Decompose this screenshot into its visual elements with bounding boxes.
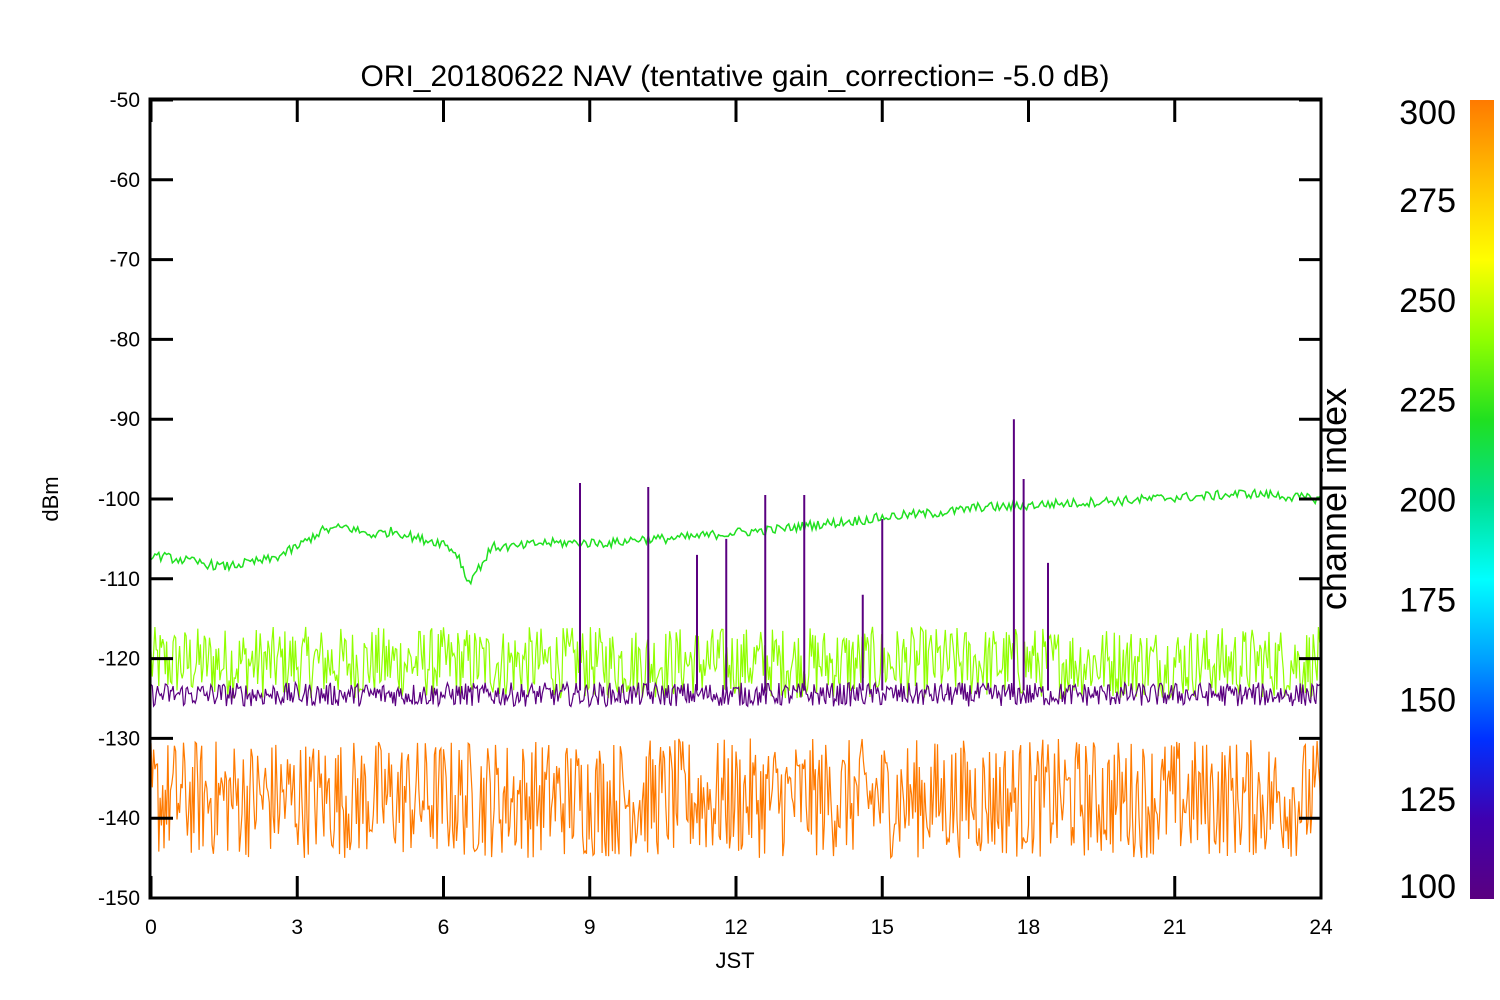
series-channel-245 bbox=[151, 487, 1321, 586]
y-tick-labels: -50 -60 -70 -80 -90 -100 -110 -120 -130 -140 -150 bbox=[98, 89, 140, 910]
y-tick-label: -130 bbox=[98, 727, 140, 750]
x-tick-label: 9 bbox=[584, 916, 596, 939]
colorbar-tick-label: 250 bbox=[1399, 282, 1456, 320]
y-axis-label: dBm bbox=[38, 476, 63, 521]
y-tick-label: -140 bbox=[98, 807, 140, 830]
x-tick-label: 15 bbox=[871, 916, 894, 939]
colorbar-tick-label: 275 bbox=[1399, 182, 1456, 220]
colorbar-tick-label: 300 bbox=[1399, 94, 1456, 132]
y-tick-label: -110 bbox=[100, 568, 140, 591]
y-tick-label: -120 bbox=[98, 648, 140, 671]
y-tick-label: -50 bbox=[110, 89, 140, 112]
x-tick-label: 12 bbox=[724, 916, 747, 939]
y-tick-label: -100 bbox=[98, 488, 140, 511]
x-tick-label: 21 bbox=[1163, 916, 1186, 939]
colorbar-tick-label: 125 bbox=[1399, 781, 1456, 819]
plot-area bbox=[151, 419, 1321, 860]
colorbar-tick-label: 225 bbox=[1399, 382, 1456, 420]
colorbar-tick-label: 175 bbox=[1399, 581, 1456, 619]
x-axis-label: JST bbox=[715, 948, 754, 973]
x-tick-label: 0 bbox=[145, 916, 157, 939]
y-tick-label: -60 bbox=[110, 169, 140, 192]
x-tick-labels: 0 3 6 9 12 15 18 21 24 bbox=[145, 916, 1333, 939]
colorbar-tick-labels: 300 275 250 225 200 175 150 125 100 bbox=[1399, 94, 1456, 906]
colorbar-label: channel index bbox=[1313, 388, 1354, 610]
y-tick-label: -90 bbox=[110, 408, 140, 431]
x-tick-label: 24 bbox=[1309, 916, 1333, 939]
x-tick-label: 18 bbox=[1017, 916, 1040, 939]
x-tick-label: 3 bbox=[291, 916, 303, 939]
colorbar-tick-label: 150 bbox=[1399, 681, 1456, 719]
colorbar-tick-label: 200 bbox=[1399, 482, 1456, 520]
x-tick-label: 6 bbox=[438, 916, 450, 939]
y-tick-label: -80 bbox=[110, 328, 140, 351]
y-tick-label: -70 bbox=[110, 249, 140, 272]
colorbar-tick-label: 100 bbox=[1399, 868, 1456, 906]
series-channel-290 bbox=[151, 738, 1321, 860]
colorbar bbox=[1470, 100, 1494, 899]
axis-ticks bbox=[149, 98, 1323, 900]
y-tick-label: -150 bbox=[98, 887, 140, 910]
series-channel-120 bbox=[151, 680, 1321, 708]
chart-title: ORI_20180622 NAV (tentative gain_correct… bbox=[360, 60, 1109, 93]
